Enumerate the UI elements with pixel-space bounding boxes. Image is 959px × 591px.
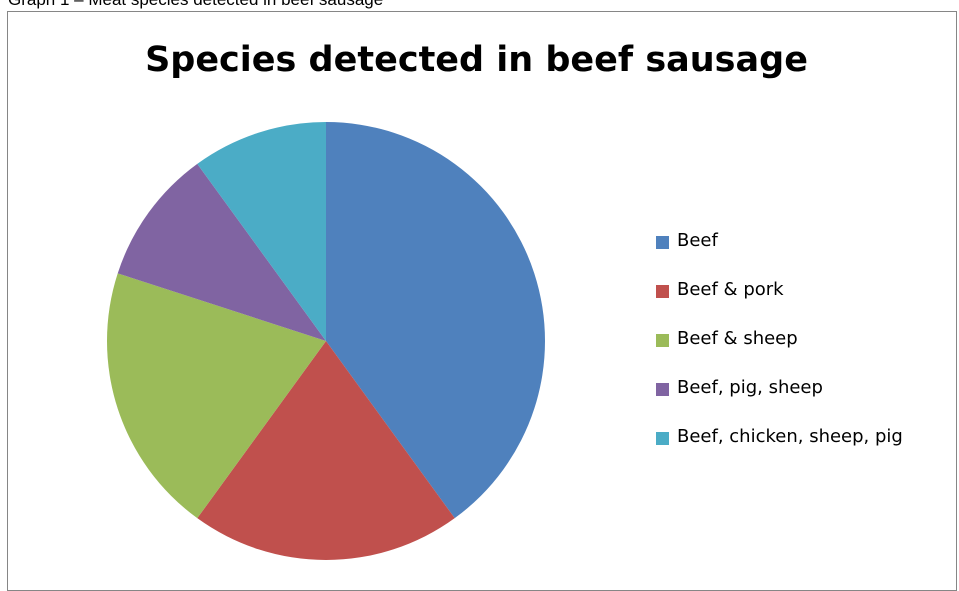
pie-slices bbox=[106, 122, 545, 561]
legend-item-beef-pork: Beef & pork bbox=[656, 277, 903, 326]
legend-label: Beef, chicken, sheep, pig bbox=[677, 426, 903, 447]
legend-label: Beef & sheep bbox=[677, 328, 798, 349]
legend-swatch bbox=[656, 432, 669, 445]
legend-item-beef-chicken-sheep-pig: Beef, chicken, sheep, pig bbox=[656, 424, 903, 473]
legend-label: Beef bbox=[677, 230, 718, 251]
legend-swatch bbox=[656, 383, 669, 396]
legend-item-beef-sheep: Beef & sheep bbox=[656, 326, 903, 375]
legend-label: Beef, pig, sheep bbox=[677, 377, 823, 398]
legend-swatch bbox=[656, 236, 669, 249]
pie-slice-beef-pork bbox=[197, 341, 455, 561]
legend-swatch bbox=[656, 334, 669, 347]
legend-item-beef: Beef bbox=[656, 228, 903, 277]
chart-title: Species detected in beef sausage bbox=[145, 40, 808, 80]
legend-swatch bbox=[656, 285, 669, 298]
pie-slice-beef-pig-sheep bbox=[117, 163, 326, 341]
pie-slice-beef-chicken-sheep-pig bbox=[197, 122, 326, 341]
legend: Beef Beef & pork Beef & sheep Beef, pig,… bbox=[656, 228, 903, 473]
figure-caption: Graph 1 – Meat species detected in beef … bbox=[8, 0, 383, 10]
legend-label: Beef & pork bbox=[677, 279, 784, 300]
pie-slice-beef-sheep bbox=[106, 273, 326, 519]
legend-item-beef-pig-sheep: Beef, pig, sheep bbox=[656, 375, 903, 424]
pie-slice-beef bbox=[326, 122, 545, 519]
